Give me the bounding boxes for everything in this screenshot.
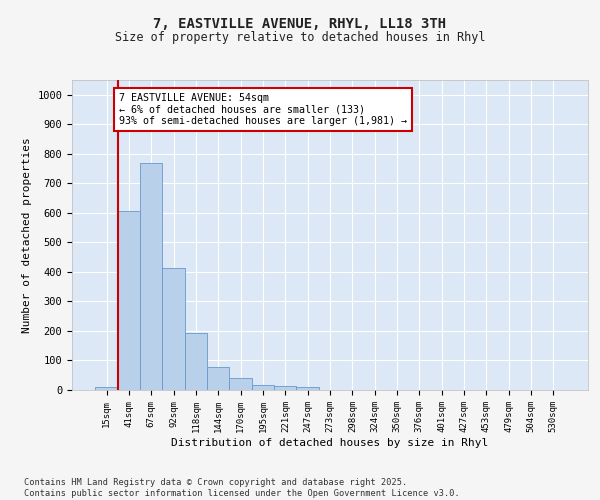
- Bar: [163, 268, 185, 390]
- Text: 7, EASTVILLE AVENUE, RHYL, LL18 3TH: 7, EASTVILLE AVENUE, RHYL, LL18 3TH: [154, 18, 446, 32]
- Bar: [207, 367, 229, 390]
- Bar: [95, 387, 118, 390]
- Y-axis label: Number of detached properties: Number of detached properties: [22, 137, 32, 333]
- Bar: [252, 386, 274, 390]
- Text: Size of property relative to detached houses in Rhyl: Size of property relative to detached ho…: [115, 31, 485, 44]
- Bar: [229, 378, 252, 390]
- Text: 7 EASTVILLE AVENUE: 54sqm
← 6% of detached houses are smaller (133)
93% of semi-: 7 EASTVILLE AVENUE: 54sqm ← 6% of detach…: [119, 94, 407, 126]
- Bar: [140, 162, 163, 390]
- X-axis label: Distribution of detached houses by size in Rhyl: Distribution of detached houses by size …: [172, 438, 488, 448]
- Bar: [274, 386, 296, 390]
- Text: Contains HM Land Registry data © Crown copyright and database right 2025.
Contai: Contains HM Land Registry data © Crown c…: [24, 478, 460, 498]
- Bar: [118, 211, 140, 390]
- Bar: [185, 334, 207, 390]
- Bar: [296, 387, 319, 390]
